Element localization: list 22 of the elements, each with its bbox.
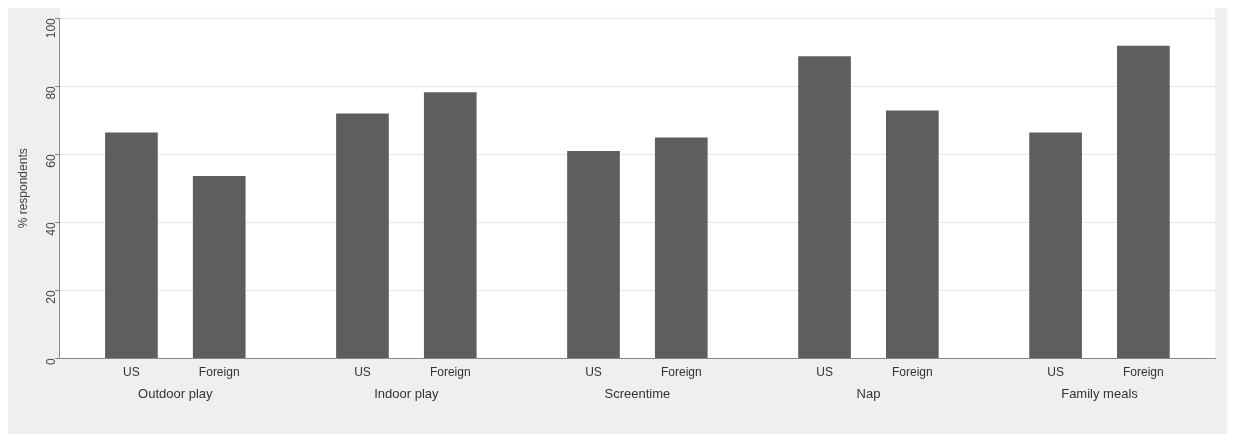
y-tick-label: 100 (44, 17, 59, 39)
text: US (585, 364, 602, 379)
x-tick-label: Screentime (604, 385, 671, 401)
x-tick-label: Nap (856, 385, 881, 401)
x-tick-label: Family meals (1061, 385, 1139, 401)
series-label: US (123, 364, 140, 379)
x-tick-label: Indoor play (374, 385, 440, 401)
y-tick-label: 0 (44, 358, 59, 366)
text: US (816, 364, 833, 379)
y-tick-label: 60 (44, 153, 59, 168)
y-tick-label: 40 (44, 222, 59, 236)
text: US (354, 364, 371, 379)
text: Foreign (891, 364, 933, 379)
text: Foreign (429, 364, 471, 379)
text: Foreign (660, 364, 702, 379)
y-axis-title: % respondents (15, 148, 30, 229)
x-tick-label: Outdoor play (138, 385, 214, 401)
y-tick-label: 80 (44, 85, 59, 100)
series-label: Foreign (198, 364, 240, 379)
text: US (1047, 364, 1064, 379)
y-tick-label: 20 (44, 290, 59, 304)
text: Foreign (1123, 364, 1164, 379)
